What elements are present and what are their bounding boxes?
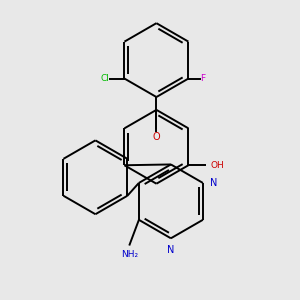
Text: Cl: Cl — [100, 74, 109, 83]
Text: N: N — [167, 245, 175, 255]
Text: F: F — [201, 74, 206, 83]
Text: N: N — [210, 178, 217, 188]
Text: NH₂: NH₂ — [121, 250, 138, 259]
Text: O: O — [153, 132, 160, 142]
Text: OH: OH — [211, 161, 225, 170]
